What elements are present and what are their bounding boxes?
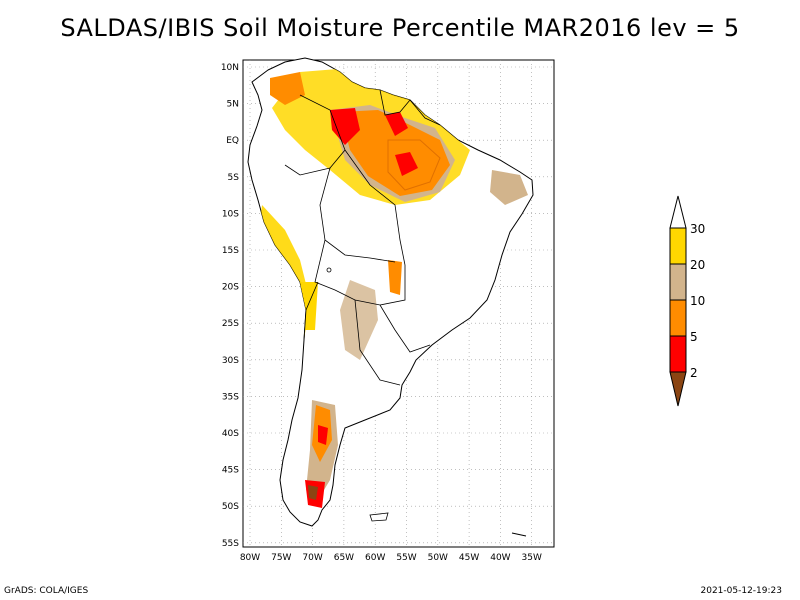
country-borders bbox=[284, 89, 441, 386]
shade-2-5-central bbox=[395, 152, 418, 176]
lat-label: 5S bbox=[228, 173, 240, 183]
lon-label: 40W bbox=[490, 553, 510, 563]
lake-titicaca bbox=[326, 267, 332, 273]
lat-label: 15S bbox=[222, 246, 239, 256]
legend-label-20: 20 bbox=[690, 258, 705, 272]
legend-swatch-10-20 bbox=[669, 263, 687, 301]
legend-swatch-below-2 bbox=[669, 371, 687, 407]
lat-label: 45S bbox=[222, 466, 239, 476]
lat-label: 30S bbox=[222, 356, 239, 366]
legend-swatch-5-10 bbox=[669, 299, 687, 337]
lon-label: 65W bbox=[334, 553, 354, 563]
legend-swatch-above-30 bbox=[669, 195, 687, 229]
falkland-islands bbox=[369, 512, 389, 522]
shade-5-10-pantanal bbox=[388, 260, 402, 295]
latitude-labels: 10N 5N EQ 5S 10S 15S 20S 25S 30S 35S 40S 45S 50S 55S bbox=[221, 63, 239, 549]
lat-label: 20S bbox=[222, 283, 239, 293]
lat-label: 5N bbox=[227, 100, 239, 110]
lon-label: 60W bbox=[365, 553, 385, 563]
lon-label: 75W bbox=[271, 553, 291, 563]
shade-2-5-west-amazon bbox=[330, 108, 360, 145]
shade-below-2-patagonia bbox=[308, 485, 318, 500]
shade-2-5-patagonia-north bbox=[318, 425, 328, 445]
lat-label: 10S bbox=[222, 209, 239, 219]
legend-label-5: 5 bbox=[690, 330, 698, 344]
shade-5-10-colombia bbox=[270, 72, 305, 105]
lon-label: 70W bbox=[302, 553, 322, 563]
footer-timestamp: 2021-05-12-19:23 bbox=[700, 586, 783, 596]
lat-label: EQ bbox=[226, 136, 239, 146]
map-title: SALDAS/IBIS Soil Moisture Percentile MAR… bbox=[60, 14, 740, 42]
shade-10-20-northeast bbox=[490, 170, 528, 205]
shade-2-5-guiana bbox=[385, 112, 408, 136]
footer-credit: GrADS: COLA/IGES bbox=[4, 586, 89, 596]
lat-label: 35S bbox=[222, 392, 239, 402]
legend-label-10: 10 bbox=[690, 294, 705, 308]
lon-label: 80W bbox=[240, 553, 260, 563]
color-legend: 30 20 10 5 2 bbox=[669, 195, 705, 407]
legend-swatch-20-30 bbox=[669, 227, 687, 265]
legend-label-30: 30 bbox=[690, 222, 705, 236]
lat-label: 50S bbox=[222, 502, 239, 512]
lat-label: 10N bbox=[221, 63, 239, 73]
lat-label: 40S bbox=[222, 429, 239, 439]
lon-label: 35W bbox=[522, 553, 542, 563]
lat-label: 25S bbox=[222, 319, 239, 329]
lon-label: 55W bbox=[396, 553, 416, 563]
longitude-labels: 80W 75W 70W 65W 60W 55W 50W 45W 40W 35W bbox=[240, 553, 542, 563]
legend-swatch-2-5 bbox=[669, 335, 687, 373]
legend-label-2: 2 bbox=[690, 366, 698, 380]
lon-label: 50W bbox=[428, 553, 448, 563]
lon-label: 45W bbox=[459, 553, 479, 563]
south-georgia bbox=[511, 532, 527, 537]
shade-10-20-chaco bbox=[340, 280, 378, 360]
lat-label: 55S bbox=[222, 539, 239, 549]
